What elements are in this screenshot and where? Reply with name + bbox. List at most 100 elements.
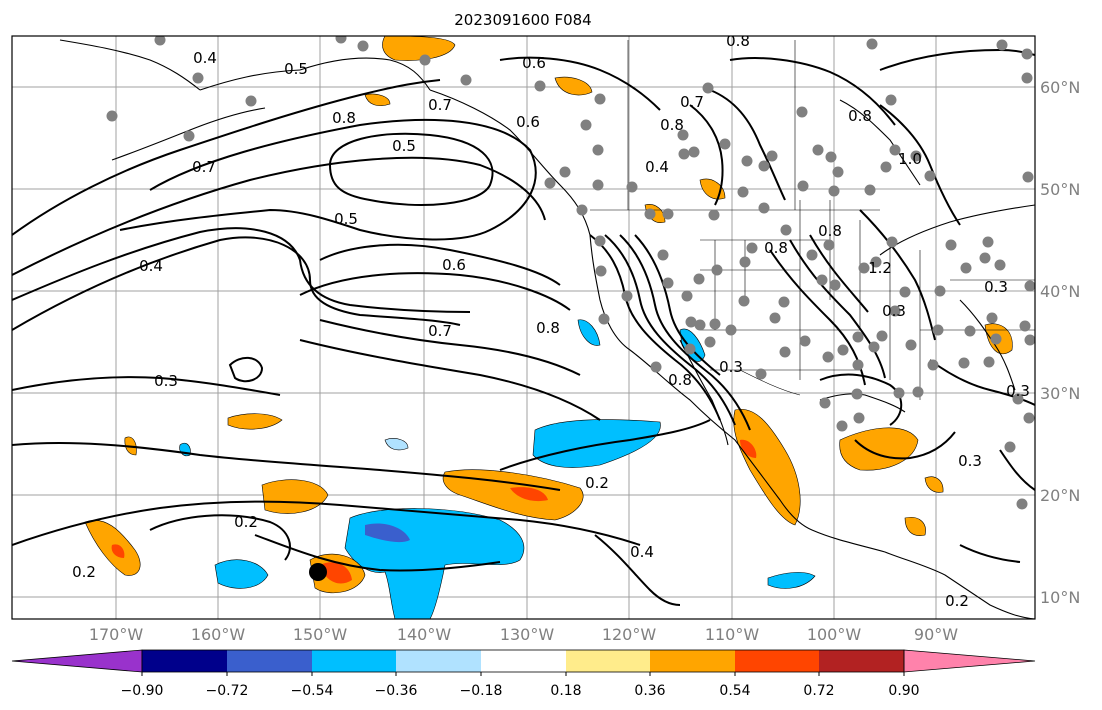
station-dot — [766, 150, 778, 162]
contour-label: 0.8 — [332, 109, 356, 127]
longitude-label: 90°W — [914, 625, 958, 644]
latitude-labels: 60°N 50°N 40°N 30°N 20°N 10°N — [1040, 78, 1080, 607]
station-dot — [994, 259, 1006, 271]
station-dot — [858, 262, 870, 274]
contour-label: 0.3 — [154, 372, 178, 390]
colorbar-tick-label: −0.54 — [291, 683, 334, 699]
coastlines — [59, 39, 1035, 619]
station-dot — [825, 151, 837, 163]
longitude-labels: 170°W 160°W 150°W 140°W 130°W 120°W 110°W 100°W… — [89, 625, 958, 644]
contour-label: 0.4 — [645, 158, 669, 176]
station-dot — [893, 387, 905, 399]
longitude-label: 150°W — [293, 625, 348, 644]
contour-label: 0.2 — [945, 592, 969, 610]
anomaly-shading — [84, 36, 1013, 619]
colorbar-bin — [396, 650, 481, 672]
station-dot — [983, 356, 995, 368]
longitude-label: 100°W — [807, 625, 862, 644]
station-dot — [644, 208, 656, 220]
contour-label: 0.6 — [516, 113, 540, 131]
station-dot — [662, 277, 674, 289]
station-dot — [1019, 320, 1031, 332]
latitude-label: 10°N — [1040, 588, 1080, 607]
station-dot — [866, 38, 878, 50]
contour-label: 0.3 — [882, 302, 906, 320]
station-dot — [868, 341, 880, 353]
contour-label: 0.8 — [818, 222, 842, 240]
station-dot — [828, 185, 840, 197]
station-dot — [960, 262, 972, 274]
colorbar-bin — [312, 650, 396, 672]
station-dot — [1004, 441, 1016, 453]
contour-label: 0.3 — [1006, 382, 1030, 400]
station-dot — [677, 129, 689, 141]
colorbar-tick-label: −0.18 — [460, 683, 503, 699]
station-dot — [688, 146, 700, 158]
contour-label: 0.3 — [719, 358, 743, 376]
station-dot — [626, 181, 638, 193]
map-frame — [11, 35, 1036, 620]
station-dot — [979, 252, 991, 264]
station-dot — [738, 295, 750, 307]
station-dot — [594, 235, 606, 247]
station-dot — [1022, 171, 1034, 183]
station-dot — [460, 74, 472, 86]
station-dot — [799, 335, 811, 347]
station-dot — [154, 36, 166, 46]
station-dot — [812, 144, 824, 156]
contour-label: 1.0 — [898, 150, 922, 168]
station-dot — [650, 361, 662, 373]
station-dot — [758, 160, 770, 172]
station-dot — [419, 54, 431, 66]
colorbar-bin — [227, 650, 312, 672]
station-dot — [986, 312, 998, 324]
station-dot — [708, 209, 720, 221]
station-markers — [106, 36, 1035, 510]
station-dot — [927, 359, 939, 371]
station-dot — [704, 336, 716, 348]
shade-negative-area — [767, 572, 816, 589]
station-dot — [778, 296, 790, 308]
longitude-label: 130°W — [500, 625, 555, 644]
longitude-label: 160°W — [191, 625, 246, 644]
shade-positive-area — [733, 408, 801, 526]
contour-label: 0.8 — [536, 319, 560, 337]
contour-label: 0.3 — [958, 452, 982, 470]
contour-label: 0.8 — [848, 107, 872, 125]
station-dot — [816, 274, 828, 286]
contour-label: 0.4 — [193, 49, 217, 67]
latitude-label: 20°N — [1040, 486, 1080, 505]
shade-positive-area — [111, 544, 125, 558]
contour-label: 0.7 — [680, 93, 704, 111]
station-dot — [592, 144, 604, 156]
station-dot — [852, 331, 864, 343]
station-dot — [598, 313, 610, 325]
latitude-label: 30°N — [1040, 384, 1080, 403]
station-dot — [851, 388, 863, 400]
station-dot — [823, 239, 835, 251]
contour-label: 0.8 — [668, 371, 692, 389]
contour-label: 0.3 — [984, 278, 1008, 296]
shade-negative-area — [532, 419, 661, 468]
station-dot — [836, 420, 848, 432]
colorbar-tick-label: 0.18 — [550, 683, 581, 699]
longitude-label: 140°W — [397, 625, 452, 644]
station-dot — [1016, 498, 1028, 510]
shade-positive-area — [364, 93, 391, 106]
station-dot — [544, 177, 556, 189]
station-dot — [964, 325, 976, 337]
station-dot — [796, 106, 808, 118]
contour-label: 0.5 — [284, 60, 308, 78]
station-dot — [592, 179, 604, 191]
station-dot — [876, 330, 888, 342]
station-dot — [945, 239, 957, 251]
shade-positive-area — [740, 439, 757, 458]
tropical-cyclone-marker — [309, 563, 327, 581]
station-dot — [889, 305, 901, 317]
shade-positive-area — [320, 562, 352, 584]
station-dot — [183, 130, 195, 142]
longitude-label: 170°W — [89, 625, 144, 644]
station-dot — [852, 359, 864, 371]
station-dot — [755, 368, 767, 380]
station-dot — [910, 150, 922, 162]
